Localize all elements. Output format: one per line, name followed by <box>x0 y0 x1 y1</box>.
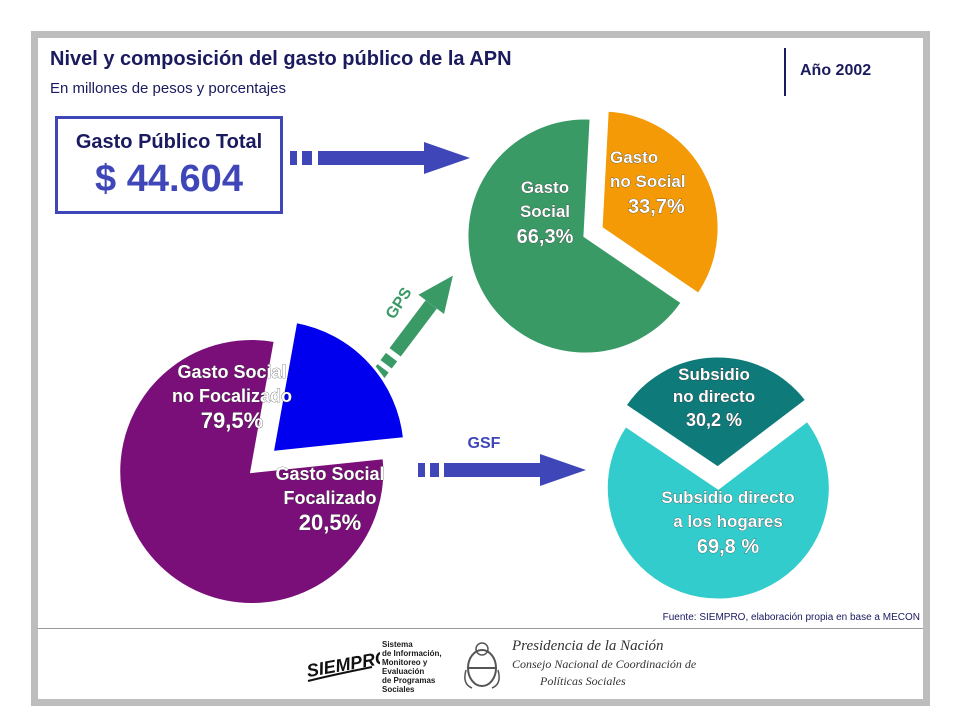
pie-slice <box>604 418 832 602</box>
arrow-gps <box>373 275 453 379</box>
slice-percentage: 79,5% <box>201 408 263 433</box>
siempro-logo: SIEMPRO <box>305 647 380 682</box>
slice-percentage: 33,7% <box>628 196 685 218</box>
siempro-description: Sistema de Información, Monitoreo y Eval… <box>382 640 442 694</box>
slice-label: Social <box>520 202 570 221</box>
siempro-line: de Programas <box>382 676 436 685</box>
page-subtitle: En millones de pesos y porcentajes <box>50 80 286 97</box>
pie-slice <box>622 354 809 470</box>
slice-label: no directo <box>673 387 755 406</box>
siempro-line: de Información, <box>382 649 442 658</box>
slice-label: Subsidio directo <box>661 488 794 507</box>
arrow-gsf <box>418 454 586 486</box>
slice-label: a los hogares <box>673 512 783 531</box>
slice-label: no Focalizado <box>172 386 292 406</box>
slice-percentage: 69,8 % <box>697 536 759 558</box>
arrow-shaft <box>318 151 424 165</box>
arrow-shaft <box>389 300 437 357</box>
arrow-shaft <box>444 463 540 477</box>
slice-label: Gasto Social <box>275 464 384 484</box>
presidencia-line: Consejo Nacional de Coordinación de <box>512 657 697 671</box>
slice-label: Focalizado <box>283 488 376 508</box>
arrow-dash <box>430 463 439 477</box>
year-divider <box>784 48 786 96</box>
siempro-line: Evaluación <box>382 667 425 676</box>
slice-percentage: 66,3% <box>517 226 574 248</box>
gsf-label: GSF <box>468 435 501 452</box>
gps-label: GPS <box>383 284 416 322</box>
source-note: Fuente: SIEMPRO, elaboración propia en b… <box>662 612 920 623</box>
slice-label: Subsidio <box>678 365 750 384</box>
arrow-dash <box>302 151 312 165</box>
coat-of-arms-icon <box>464 642 500 689</box>
pie-slice <box>270 319 407 455</box>
presidencia-line: Políticas Sociales <box>540 674 626 688</box>
year-label: Año 2002 <box>800 62 872 79</box>
siempro-line: Sociales <box>382 685 415 694</box>
total-box: Gasto Público Total $ 44.604 <box>55 116 283 214</box>
slice-label: Gasto <box>610 148 658 167</box>
arrow-total-to-pie <box>290 142 470 174</box>
pie-slice <box>117 337 387 606</box>
pie-chart-3: Subsidio no directo 30,2 % Subsidio directo… <box>604 354 832 602</box>
slice-label: no Social <box>610 172 686 191</box>
arrow-head <box>424 142 470 174</box>
slice-percentage: 30,2 % <box>686 410 742 430</box>
siempro-line: Sistema <box>382 640 413 649</box>
arrow-dash <box>373 364 389 379</box>
pie-slice <box>465 116 685 356</box>
slice-label: Gasto Social <box>177 362 286 382</box>
siempro-logo-text: SIEMPRO <box>305 647 380 681</box>
arrow-dash <box>380 352 398 369</box>
arrow-dash <box>418 463 425 477</box>
presidencia-line: Presidencia de la Nación <box>512 638 664 654</box>
pie-chart-1: Gasto Social 66,3% Gasto no Social 33,7% <box>465 108 721 356</box>
siempro-line: Monitoreo y <box>382 658 428 667</box>
slice-label: Gasto <box>521 178 569 197</box>
presidencia-text: Presidencia de la Nación Consejo Naciona… <box>512 638 696 689</box>
total-value: $ 44.604 <box>95 158 243 200</box>
pie-slice <box>599 108 721 297</box>
arrow-dash <box>290 151 297 165</box>
total-label: Gasto Público Total <box>75 131 263 153</box>
arrow-head <box>540 454 586 486</box>
page-title: Nivel y composición del gasto público de… <box>50 48 512 70</box>
footer-divider <box>38 628 923 629</box>
arrow-head <box>418 275 453 315</box>
slice-percentage: 20,5% <box>299 510 361 535</box>
